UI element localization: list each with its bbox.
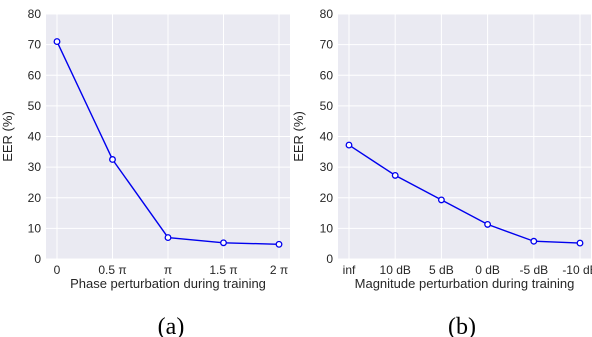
panel-caption: (a) — [158, 314, 185, 337]
x-tick-label: 0.5 π — [98, 263, 126, 277]
y-tick-label: 40 — [28, 130, 42, 144]
y-tick-label: 40 — [320, 130, 334, 144]
x-tick-label: inf — [343, 263, 356, 277]
y-tick-label: 20 — [320, 191, 334, 205]
data-point — [109, 156, 116, 163]
y-tick-label: 50 — [320, 99, 334, 113]
y-axis-label: EER (%) — [0, 111, 15, 162]
y-tick-label: 60 — [28, 68, 42, 82]
panel-b: 0 10 20 30 40 50 60 70 80 inf 10 dB 5 dB 0 dB -5 dB -1… — [291, 7, 592, 337]
series-line — [348, 144, 581, 244]
data-point — [53, 38, 61, 46]
y-tick-label: 0 — [326, 252, 333, 266]
y-axis-label: EER (%) — [291, 111, 306, 162]
x-tick-label: 5 dB — [429, 263, 454, 277]
x-axis-label: Magnitude perturbation during training — [355, 276, 575, 291]
data-point — [164, 234, 172, 242]
data-point — [437, 196, 445, 204]
panel-a: 0 10 20 30 40 50 60 70 80 0 0.5 π π 1.5 π 2 π Phase pe… — [0, 7, 290, 337]
y-tick-label: 80 — [28, 7, 42, 21]
x-tick-label: 2 π — [270, 263, 288, 277]
y-tick-label: 60 — [320, 68, 334, 82]
y-tick-label: 70 — [28, 38, 42, 52]
y-tick-label: 80 — [320, 7, 334, 21]
y-tick-label: 30 — [28, 160, 42, 174]
y-tick-label: 50 — [28, 99, 42, 113]
data-point — [345, 141, 353, 149]
data-point — [220, 239, 227, 247]
y-tick-label: 30 — [320, 160, 334, 174]
y-tick-label: 20 — [28, 191, 42, 205]
data-point — [275, 240, 283, 248]
data-point — [391, 171, 399, 179]
x-tick-label: 1.5 π — [209, 263, 237, 277]
x-tick-label: π — [164, 263, 172, 277]
x-tick-label: 0 dB — [475, 263, 500, 277]
y-tick-label: 10 — [28, 221, 42, 235]
y-tick-label: 0 — [34, 252, 41, 266]
x-tick-label: -5 dB — [519, 263, 548, 277]
x-tick-label: -10 dB — [562, 263, 592, 277]
y-tick-label: 70 — [320, 38, 334, 52]
panel-caption: (b) — [448, 314, 476, 337]
x-axis-label: Phase perturbation during training — [70, 276, 266, 291]
x-tick-label: 0 — [54, 263, 61, 277]
x-tick-label: 10 dB — [380, 263, 411, 277]
data-point — [484, 220, 492, 228]
data-point — [530, 237, 538, 245]
data-point — [576, 239, 584, 247]
y-tick-label: 10 — [320, 221, 334, 235]
